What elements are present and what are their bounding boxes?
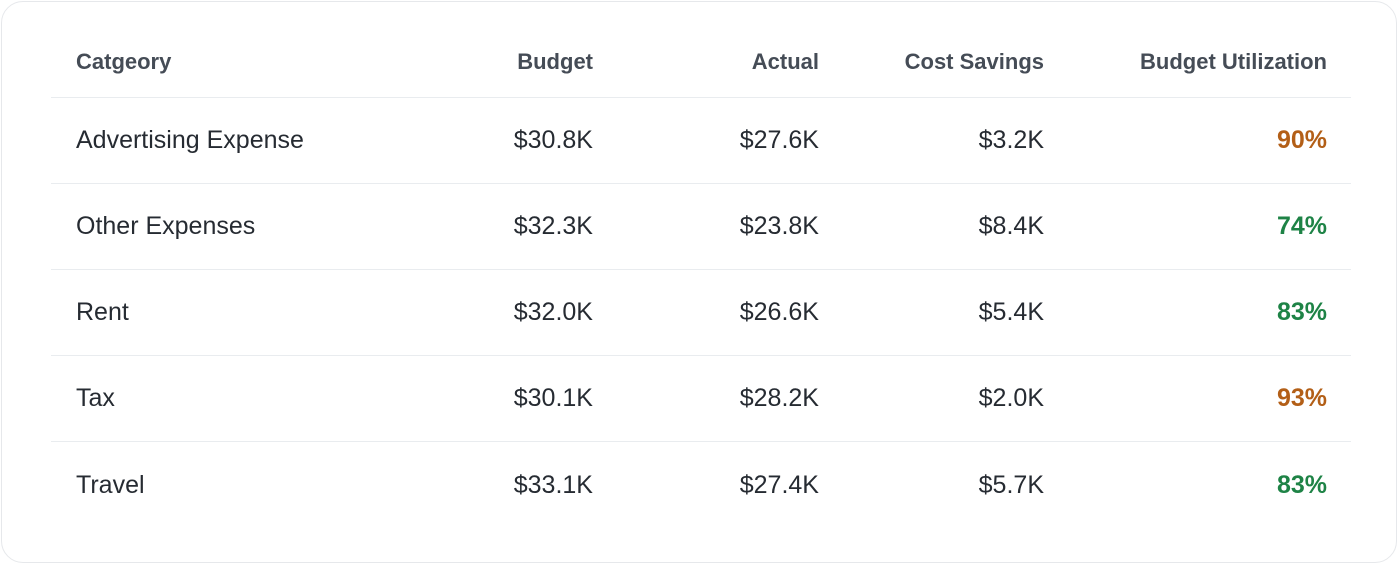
column-header-budget[interactable]: Budget bbox=[517, 48, 593, 74]
cell-cost-savings: $2.0K bbox=[978, 384, 1044, 412]
cell-actual: $27.4K bbox=[739, 470, 819, 499]
cell-budget-utilization: 90% bbox=[1276, 126, 1327, 154]
cell-budget: $33.1K bbox=[513, 470, 593, 499]
cell-cost-savings: $8.4K bbox=[978, 212, 1044, 240]
cell-budget: $32.0K bbox=[513, 298, 593, 326]
table-row[interactable]: Tax $30.1K $28.2K $2.0K 93% bbox=[51, 356, 1351, 442]
cell-budget-utilization: 83% bbox=[1276, 470, 1327, 499]
table-row[interactable]: Advertising Expense $30.8K $27.6K $3.2K … bbox=[51, 98, 1351, 184]
column-header-budget-utilization[interactable]: Budget Utilization bbox=[1140, 48, 1327, 74]
cell-category: Rent bbox=[76, 298, 129, 326]
table-header-row: Catgeory Budget Actual Cost Savings Budg… bbox=[51, 26, 1351, 98]
cell-budget-utilization: 83% bbox=[1276, 298, 1327, 326]
table-row[interactable]: Travel $33.1K $27.4K $5.7K 83% bbox=[51, 442, 1351, 528]
cell-category: Travel bbox=[76, 470, 145, 499]
cell-budget-utilization: 74% bbox=[1276, 212, 1327, 240]
cell-category: Advertising Expense bbox=[76, 126, 304, 154]
column-header-cost-savings[interactable]: Cost Savings bbox=[904, 48, 1044, 74]
cell-cost-savings: $5.4K bbox=[978, 298, 1044, 326]
cell-cost-savings: $3.2K bbox=[978, 126, 1044, 154]
table-row[interactable]: Rent $32.0K $26.6K $5.4K 83% bbox=[51, 270, 1351, 356]
table-row[interactable]: Other Expenses $32.3K $23.8K $8.4K 74% bbox=[51, 184, 1351, 270]
cell-budget: $30.1K bbox=[513, 384, 593, 412]
cell-actual: $26.6K bbox=[739, 298, 819, 326]
cell-actual: $28.2K bbox=[739, 384, 819, 412]
cell-budget: $32.3K bbox=[513, 212, 593, 240]
column-header-actual[interactable]: Actual bbox=[751, 48, 819, 74]
column-header-category[interactable]: Catgeory bbox=[76, 48, 172, 74]
cell-cost-savings: $5.7K bbox=[978, 470, 1044, 499]
cell-category: Tax bbox=[76, 384, 115, 412]
budget-table: Catgeory Budget Actual Cost Savings Budg… bbox=[51, 26, 1351, 528]
cell-category: Other Expenses bbox=[76, 212, 256, 240]
cell-budget-utilization: 93% bbox=[1276, 384, 1327, 412]
cell-budget: $30.8K bbox=[513, 126, 593, 154]
cell-actual: $27.6K bbox=[739, 126, 819, 154]
cell-actual: $23.8K bbox=[739, 212, 819, 240]
